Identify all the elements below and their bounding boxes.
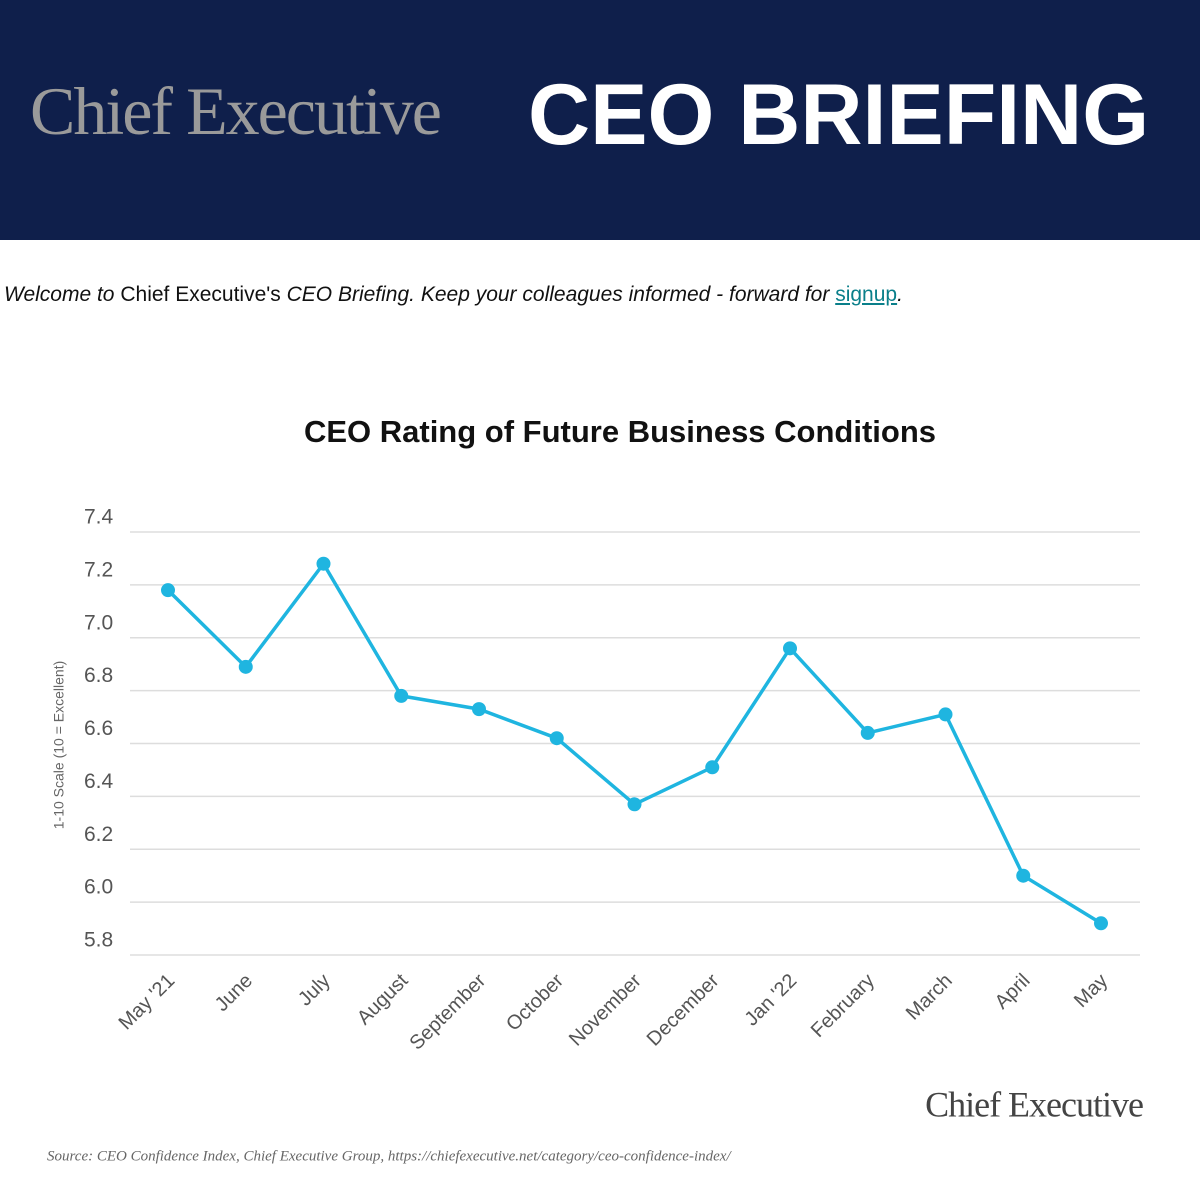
data-point [1016,868,1031,883]
intro-text: Welcome to [4,283,115,306]
x-tick-label: February [807,970,879,1042]
y-axis-label: 1-10 Scale (10 = Excellent) [51,661,67,829]
intro-text: CEO Briefing. Keep your colleagues infor… [286,283,830,306]
brand: Chief Executive [30,73,442,149]
x-tick-label: December [643,969,724,1050]
x-tick-label: May [1070,970,1112,1012]
data-point [549,731,564,746]
data-point [316,556,331,571]
data-point [238,659,253,674]
intro-text: . [897,283,903,306]
title: CEO BRIEFING [528,67,1150,163]
data-point [1094,916,1108,931]
intro: Welcome to Chief Executive's CEO Briefin… [4,283,903,307]
y-tick-label: 7.0 [84,611,113,634]
x-tick-label: June [211,970,257,1016]
data-point [161,583,175,598]
data-point [783,641,797,656]
y-tick-label: 6.0 [84,876,113,899]
data-point [938,707,953,722]
chart-title: CEO Rating of Future Business Conditions [304,414,936,449]
x-tick-label: March [902,970,957,1025]
data-point [860,725,875,740]
x-tick-label: Jan '22 [741,970,802,1031]
data-point [705,760,720,775]
header: Chief Executive CEO BRIEFING [0,0,1200,240]
y-tick-label: 6.6 [84,717,113,740]
source: Source: CEO Confidence Index, Chief Exec… [47,1148,732,1164]
y-tick-label: 6.8 [84,664,113,687]
y-tick-label: 6.2 [84,823,113,846]
y-tick-label: 5.8 [84,929,113,952]
x-tick-label: May '21 [115,970,180,1035]
data-point [472,702,486,717]
y-tick-label: 7.2 [84,558,113,581]
signup-link[interactable]: signup [835,283,898,306]
x-tick-label: October [502,969,568,1035]
y-tick-label: 7.4 [84,506,114,529]
y-tick-label: 6.4 [84,770,114,793]
x-tick-label: November [565,969,646,1050]
data-point [394,688,409,703]
x-tick-label: April [991,970,1035,1014]
data-point [627,797,642,812]
x-tick-label: August [353,969,413,1029]
x-tick-label: July [294,970,335,1011]
x-tick-label: September [406,969,491,1054]
intro-text: Chief Executive's [120,283,281,306]
logo: Chief Executive [925,1084,1143,1124]
